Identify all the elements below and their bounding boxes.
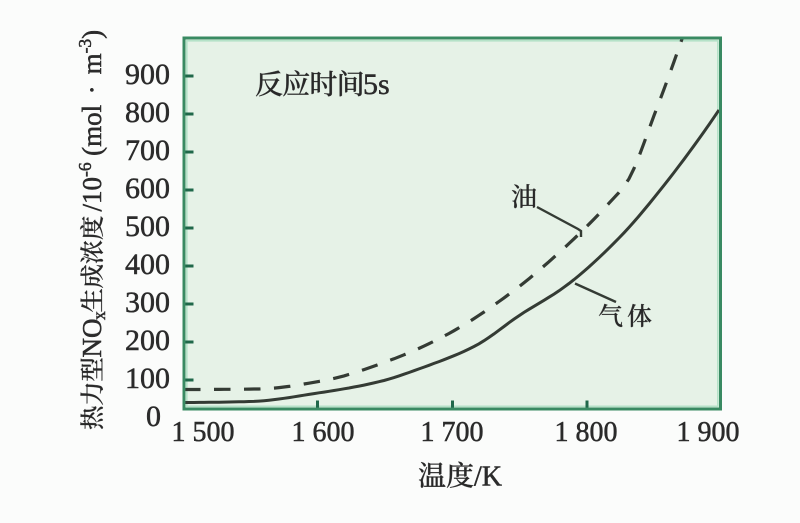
svg-text:-6: -6 — [75, 162, 95, 177]
svg-text:(mol: (mol — [77, 105, 107, 156]
svg-text:400: 400 — [125, 248, 170, 281]
svg-text:/10: /10 — [77, 177, 107, 212]
svg-text:300: 300 — [125, 286, 170, 319]
svg-text:900: 900 — [125, 58, 170, 91]
svg-text:1 900: 1 900 — [677, 417, 740, 448]
svg-text:5s: 5s — [363, 68, 390, 101]
svg-text:1 800: 1 800 — [555, 417, 618, 448]
svg-text:100: 100 — [125, 362, 170, 395]
svg-text:/K: /K — [474, 462, 502, 493]
svg-text:200: 200 — [125, 324, 170, 357]
svg-text:m: m — [77, 53, 107, 74]
svg-text:NO: NO — [77, 319, 107, 358]
svg-text:·: · — [77, 85, 107, 94]
svg-text:1 700: 1 700 — [421, 417, 484, 448]
svg-text:1 500: 1 500 — [172, 417, 235, 448]
svg-text:-3: -3 — [75, 39, 95, 54]
svg-text:800: 800 — [125, 96, 170, 129]
svg-text:700: 700 — [125, 134, 170, 167]
svg-text:): ) — [77, 30, 107, 39]
svg-text:x: x — [89, 311, 109, 320]
svg-text:600: 600 — [125, 172, 170, 205]
svg-text:0: 0 — [146, 400, 161, 433]
svg-text:500: 500 — [125, 210, 170, 243]
svg-text:1 600: 1 600 — [292, 417, 355, 448]
